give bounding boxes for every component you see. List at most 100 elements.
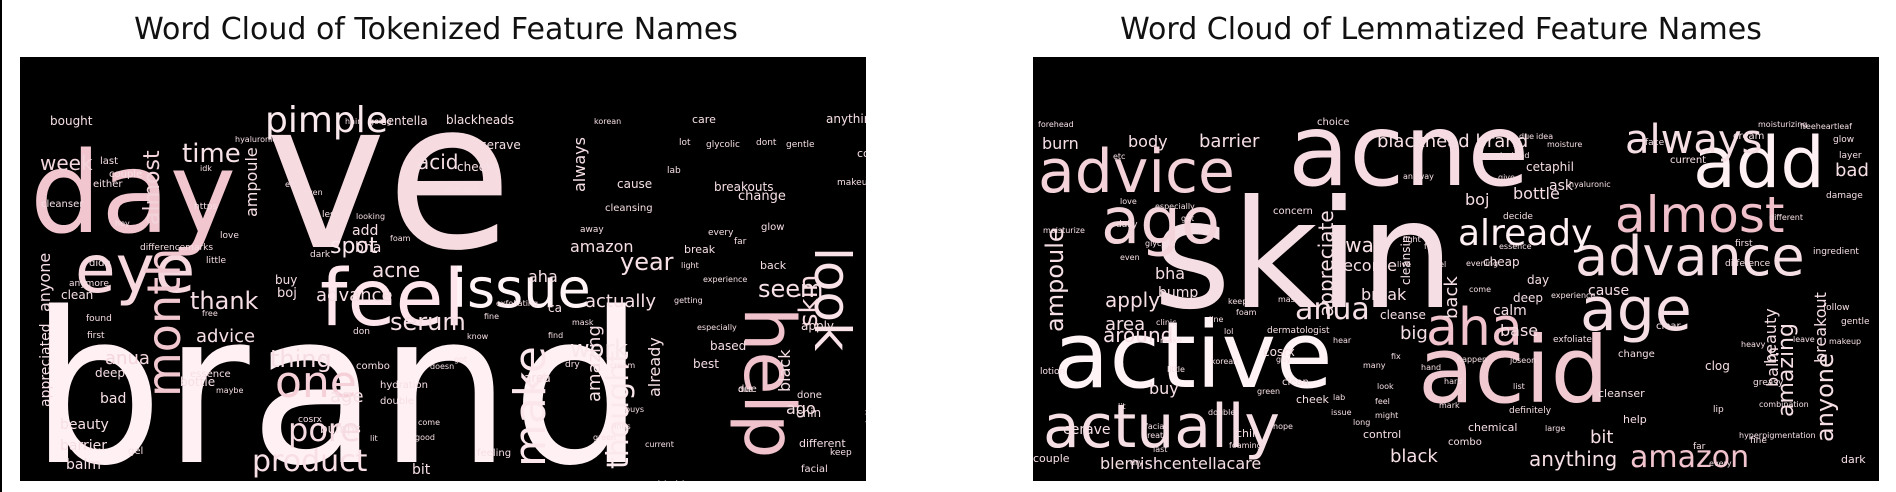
left-word-couple: couple	[109, 169, 142, 180]
left-word-care: care	[692, 113, 716, 126]
right-word-blemishcentellacare: blemishcentellacare	[1100, 454, 1261, 473]
right-word-lip: lip	[1713, 405, 1724, 415]
left-word-enough: enough	[444, 185, 478, 195]
left-word-lot: lot	[679, 138, 691, 148]
left-word-hey: hey	[115, 219, 130, 228]
left-word-hydration: hydration	[380, 380, 428, 391]
left-word-anua: anua	[105, 348, 150, 369]
right-word-light: light	[1403, 235, 1421, 244]
left-word-eye: eye	[75, 231, 195, 308]
right-word-always: always	[1625, 117, 1762, 163]
left-word-bad: bad	[100, 391, 126, 407]
right-word-calm: calm	[1493, 303, 1527, 319]
right-word-skin: skin	[1153, 169, 1455, 343]
right-word-breakout: breakout	[1811, 292, 1830, 363]
right-word-fine: fine	[1750, 436, 1767, 446]
left-word-always: always	[570, 137, 589, 192]
right-word-moisturize: moisturize	[1043, 226, 1085, 235]
left-word-lit: lit	[370, 434, 378, 443]
left-word-seem: seem	[758, 275, 823, 303]
left-word-day: day	[30, 129, 236, 259]
right-word-instead: instead	[1500, 151, 1530, 160]
left-word-one: one	[275, 357, 357, 408]
left-word-almost: almost	[140, 150, 165, 225]
left-word-due: due	[738, 385, 753, 394]
left-word-little: little	[206, 256, 227, 266]
right-word-live: live	[1397, 260, 1411, 269]
left-word-glow: glow	[761, 222, 784, 233]
left-word-current: current	[645, 440, 674, 449]
right-word-advice: advice	[1038, 137, 1235, 207]
left-word-dry: dry	[565, 360, 580, 370]
right-word-acne: acne	[1288, 92, 1529, 209]
left-word-mask: mask	[572, 318, 594, 327]
left-word-combo: combo	[356, 361, 390, 372]
left-word-maybe: maybe	[216, 386, 244, 395]
right-word-different: different	[1769, 213, 1803, 222]
left-word-bit: bit	[412, 462, 431, 478]
left-word-hyaluronic: hyaluronic	[235, 135, 277, 144]
right-word-buy: buy	[1149, 379, 1179, 398]
left-word-best: best	[693, 357, 719, 371]
right-word-lit: lit	[1118, 402, 1126, 411]
right-word-add: add	[1693, 122, 1825, 204]
right-word-cheap: cheap	[1483, 255, 1520, 269]
right-word-issue: issue	[1331, 408, 1352, 417]
right-word-long: long	[1353, 418, 1370, 427]
left-word-boj: boj	[277, 286, 297, 301]
right-word-concern: concern	[1273, 206, 1313, 217]
left-word-beauty: beauty	[60, 417, 109, 433]
left-word-back: back	[760, 259, 787, 272]
left-word-korean: korean	[594, 117, 621, 126]
left-word-make: make	[505, 346, 556, 467]
left-word-cetaphil: cetaphil	[864, 409, 866, 457]
right-word-hear: hear	[1333, 336, 1352, 345]
right-word-black: black	[1390, 446, 1438, 467]
right-word-deep: deep	[1513, 291, 1543, 305]
left-word-ampoule: ampoule	[242, 147, 261, 217]
left-word-pimple: pimple	[265, 100, 388, 141]
right-word-especially: especially	[1155, 202, 1195, 211]
right-word-love: love	[1120, 197, 1137, 206]
left-word-free: free	[202, 309, 218, 318]
right-word-dry: dry	[1130, 458, 1143, 467]
right-word-back: back	[1441, 276, 1462, 319]
left-word-feeling: feeling	[477, 448, 511, 459]
right-word-facial: facial	[1145, 422, 1166, 431]
left-word-anyone: anyone	[35, 253, 54, 312]
left-word-essence: essence	[190, 369, 231, 380]
left-word-last: last	[100, 156, 118, 167]
right-word-clean: clean	[1282, 377, 1309, 388]
left-word-ingredients: ingredients	[179, 480, 224, 481]
right-word-boj: boj	[1465, 190, 1489, 209]
right-word-evening: evening	[1466, 259, 1498, 268]
right-word-apply: apply	[1105, 288, 1160, 312]
right-word-last: last	[1153, 445, 1167, 454]
left-word-issue: issue	[452, 257, 591, 320]
right-word-make: make	[1160, 336, 1182, 345]
left-word-know: know	[467, 332, 489, 341]
left-word-first: first	[87, 331, 105, 341]
right-word-ago: ago	[1101, 185, 1220, 259]
right-word-far: far	[1693, 442, 1706, 452]
right-word-hyaluronic: hyaluronic	[1569, 180, 1611, 189]
right-word-beauty: beauty	[1761, 308, 1780, 364]
left-word-deep: deep	[95, 366, 125, 380]
right-word-glow: glow	[1833, 135, 1854, 145]
left-word-balm: balm	[66, 457, 101, 473]
right-word-hope: hope	[1273, 422, 1293, 431]
left-word-bottle: bottle	[180, 375, 215, 389]
right-word-korean: korean	[1211, 357, 1238, 366]
left-word-found: found	[86, 314, 112, 324]
right-word-give: give	[1498, 173, 1515, 182]
left-word-chin: chin	[796, 406, 821, 420]
left-word-buys: buys	[625, 405, 644, 414]
right-word-leave: leave	[1793, 335, 1815, 344]
left-word-cream: cream	[610, 361, 635, 370]
right-word-help: help	[1623, 413, 1647, 426]
right-word-mask: mask	[1278, 295, 1300, 304]
left-word-cerave: cerave	[480, 138, 521, 152]
right-word-exfoliate: exfoliate	[1553, 335, 1592, 345]
right-word-cheek: cheek	[1296, 393, 1330, 406]
right-word-glycolic: glycolic	[1145, 239, 1175, 248]
